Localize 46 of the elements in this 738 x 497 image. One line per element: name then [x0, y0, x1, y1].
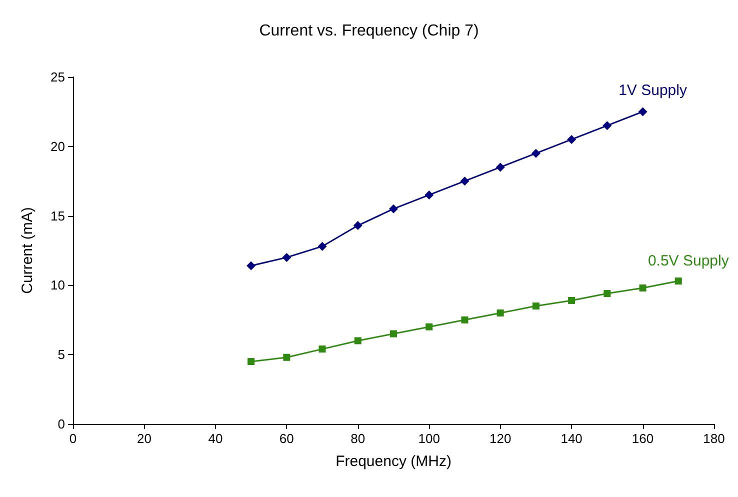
y-tick-label: 5 — [58, 347, 65, 362]
x-tick-label: 0 — [69, 431, 77, 446]
point — [461, 316, 468, 324]
y-tick-label: 20 — [50, 138, 65, 154]
point — [282, 252, 292, 262]
x-tick-label: 40 — [208, 431, 223, 446]
point — [568, 296, 576, 304]
point — [602, 121, 612, 130]
point — [496, 309, 504, 316]
x-axis-title: Frequency (MHz) — [336, 453, 452, 470]
x-tick-label: 100 — [418, 431, 440, 446]
x-tick-label: 80 — [350, 431, 366, 446]
y-tick-label: 15 — [50, 208, 65, 224]
x-tick-label: 60 — [279, 431, 294, 446]
point — [389, 204, 398, 214]
x-tick-label: 180 — [703, 431, 725, 446]
point — [531, 148, 540, 158]
y-tick-label: 25 — [50, 70, 65, 84]
point — [246, 261, 256, 270]
y-axis-title: Current (mA) — [19, 207, 36, 294]
point — [674, 278, 682, 285]
point — [426, 323, 433, 330]
x-tick-label: 20 — [136, 431, 152, 446]
point — [318, 242, 327, 251]
point — [460, 176, 470, 186]
point — [638, 107, 648, 116]
point — [390, 330, 397, 338]
point — [496, 162, 505, 172]
point — [248, 358, 255, 366]
point — [639, 284, 646, 292]
point — [567, 134, 576, 144]
point — [283, 354, 290, 361]
x-tick-label: 120 — [489, 431, 512, 446]
point — [354, 337, 362, 344]
series-label: 0.5V Supply — [648, 252, 730, 270]
y-tick-label: 0 — [58, 416, 65, 432]
point — [532, 302, 540, 310]
y-tick-label: 10 — [50, 278, 65, 293]
point — [318, 346, 326, 353]
chart-title: Current vs. Frequency (Chip 7) — [259, 22, 479, 40]
point — [424, 190, 434, 200]
point — [604, 290, 611, 298]
x-tick-label: 140 — [560, 431, 582, 446]
x-tick-label: 160 — [632, 431, 654, 446]
series-label: 1V Supply — [618, 82, 688, 100]
point — [353, 221, 362, 230]
